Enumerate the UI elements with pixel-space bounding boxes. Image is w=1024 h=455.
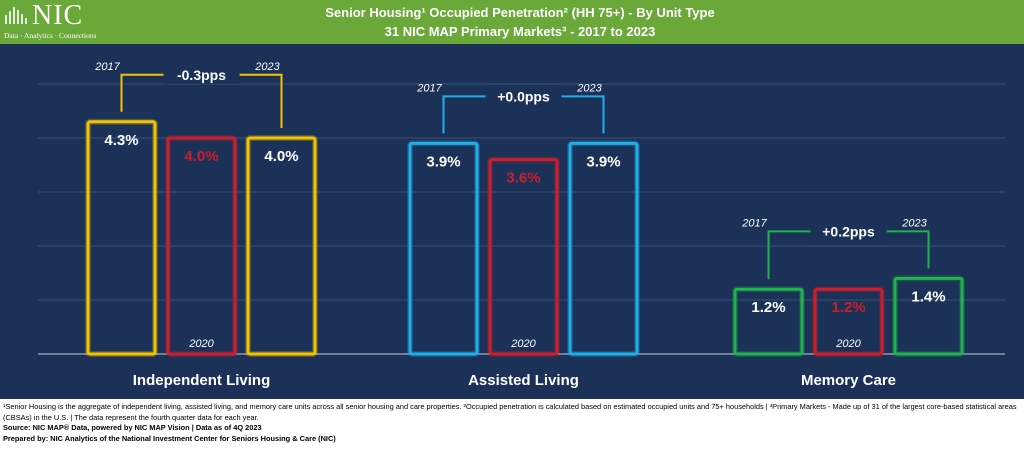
bar-glow — [407, 140, 480, 358]
footnotes: ¹Senior Housing is the aggregate of inde… — [3, 402, 1021, 444]
data-label: 4.0% — [264, 148, 298, 165]
footnote-text: ¹Senior Housing is the aggregate of inde… — [3, 402, 1017, 422]
bar-glow — [567, 140, 640, 358]
category-label: Assisted Living — [468, 372, 579, 389]
start-year-label: 2017 — [741, 217, 767, 229]
bar-glow — [85, 118, 158, 357]
year-marker-label: 2020 — [835, 338, 861, 350]
start-year-label: 2017 — [94, 61, 120, 73]
end-year-label: 2023 — [254, 61, 280, 73]
data-label: 4.0% — [184, 148, 218, 165]
bar-2020 — [813, 287, 884, 356]
year-marker-label: 2020 — [188, 338, 214, 350]
nic-logo: NIC Data · Analytics · Connections — [4, 0, 108, 41]
bar-glow — [487, 156, 560, 357]
bar-2020 — [488, 158, 559, 356]
bar-2017 — [733, 287, 804, 356]
bar-2023 — [893, 276, 964, 356]
bar-2017 — [408, 141, 479, 356]
logo-mark-icon — [5, 7, 27, 24]
data-label: 1.4% — [911, 288, 945, 305]
bar-2023 — [568, 141, 639, 356]
year-marker-label: 2020 — [510, 338, 536, 350]
change-label: +0.0pps — [497, 88, 550, 104]
start-year-label: 2017 — [416, 82, 442, 94]
bar-chart: 4.3% 4.0% 2020 4.0% -0.3pps 2017 2023 Independe… — [38, 61, 1005, 389]
data-label: 1.2% — [751, 299, 785, 316]
data-label: 3.9% — [426, 153, 460, 170]
title-bar: NIC Data · Analytics · Connections Senio… — [0, 0, 1024, 44]
change-label: +0.2pps — [822, 223, 875, 239]
end-year-label: 2023 — [576, 82, 602, 94]
end-year-label: 2023 — [901, 217, 927, 229]
prepared-by-text: Prepared by: NIC Analytics of the Nation… — [3, 433, 336, 443]
data-label: 1.2% — [831, 299, 865, 316]
data-label: 3.9% — [586, 153, 620, 170]
chart-panel: 4.3% 4.0% 2020 4.0% -0.3pps 2017 2023 Independe… — [0, 44, 1024, 399]
category-label: Memory Care — [801, 372, 896, 389]
chart-subtitle: 31 NIC MAP Primary Markets³ - 2017 to 20… — [384, 24, 656, 39]
bar-2017 — [86, 120, 157, 356]
bar-2023 — [246, 136, 317, 356]
change-label-bg — [810, 222, 887, 241]
chart-title: Senior Housing¹ Occupied Penetration² (H… — [325, 5, 715, 20]
change-label: -0.3pps — [177, 67, 226, 83]
logo-tagline: Data · Analytics · Connections — [4, 31, 97, 40]
logo-text: NIC — [32, 0, 84, 31]
data-label: 3.6% — [506, 170, 540, 187]
source-text: Source: NIC MAP® Data, powered by NIC MA… — [3, 423, 262, 432]
bar-2020 — [166, 136, 237, 356]
change-label-bg — [485, 87, 562, 106]
category-label: Independent Living — [133, 372, 271, 389]
data-label: 4.3% — [104, 132, 138, 149]
change-label-bg — [163, 65, 240, 84]
